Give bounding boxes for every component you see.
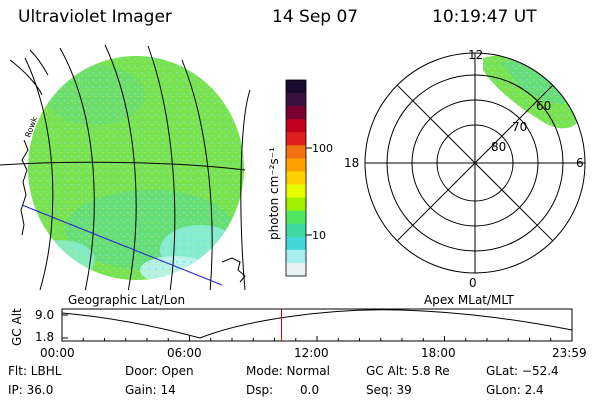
altitude-ylabel: GC Alt bbox=[10, 308, 24, 346]
mlt-label-6: 6 bbox=[576, 156, 584, 170]
ip-status: IP: 36.0 bbox=[8, 383, 54, 397]
mlt-label-0: 0 bbox=[469, 276, 477, 290]
color-bar-segment bbox=[286, 132, 306, 146]
color-bar-segment bbox=[286, 210, 306, 225]
right-panel-caption: Apex MLat/MLT bbox=[424, 293, 514, 307]
observation-date: 14 Sep 07 bbox=[272, 7, 359, 27]
color-bar-label-100: 100 bbox=[312, 142, 333, 155]
altitude-ytick-1-8: 1.8 bbox=[35, 330, 54, 344]
uv-image-disk bbox=[28, 56, 244, 280]
left-panel-caption: Geographic Lat/Lon bbox=[68, 293, 186, 307]
glat-status: GLat: −52.4 bbox=[486, 364, 559, 378]
color-bar-segment bbox=[286, 106, 306, 120]
gain-status: Gain: 14 bbox=[125, 383, 176, 397]
instrument-title: Ultraviolet Imager bbox=[18, 7, 172, 27]
gc-alt-status: GC Alt: 5.8 Re bbox=[366, 364, 450, 378]
dsp-value: 0.0 bbox=[300, 383, 320, 397]
glon-status: GLon: 2.4 bbox=[486, 383, 544, 397]
color-bar bbox=[286, 80, 306, 277]
color-bar-segment bbox=[286, 184, 306, 199]
color-bar-unit: photon cm⁻²s⁻¹ bbox=[267, 147, 281, 240]
altitude-ytick-9: 9.0 bbox=[35, 308, 54, 322]
color-bar-segment bbox=[286, 171, 306, 186]
observation-time: 10:19:47 UT bbox=[432, 7, 537, 27]
color-bar-segment bbox=[286, 158, 306, 172]
dsp-label: Dsp: bbox=[246, 383, 274, 397]
coastline bbox=[20, 139, 246, 283]
mlt-label-18: 18 bbox=[344, 156, 359, 170]
color-bar-segment bbox=[286, 80, 306, 94]
color-bar-segment bbox=[286, 249, 306, 264]
color-bar-segment bbox=[286, 119, 306, 133]
color-bar-segment bbox=[286, 93, 306, 107]
color-bar-frame bbox=[285, 79, 307, 277]
altitude-xtick-0600: 06:00 bbox=[167, 346, 202, 360]
altitude-xtick-2359: 23:59 bbox=[552, 346, 587, 360]
altitude-plot bbox=[61, 308, 573, 342]
color-bar-segment bbox=[286, 197, 306, 212]
filter-status: Flt: LBHL bbox=[8, 364, 62, 378]
color-bar-segment bbox=[286, 223, 306, 238]
satellite-track-line bbox=[21, 204, 223, 286]
polar-plot: 12 18 6 0 60 70 80 bbox=[344, 48, 586, 290]
color-bar-segment bbox=[286, 262, 306, 277]
geographic-grid bbox=[0, 44, 251, 290]
altitude-xtick-0000: 00:00 bbox=[40, 346, 75, 360]
seq-status: Seq: 39 bbox=[366, 383, 412, 397]
mlat-label-80: 80 bbox=[491, 140, 506, 154]
mode-status: Mode: Normal bbox=[246, 364, 330, 378]
altitude-curve bbox=[61, 309, 573, 339]
color-bar-label-10: 10 bbox=[312, 229, 326, 242]
mlat-label-60: 60 bbox=[536, 99, 551, 113]
mlat-label-70: 70 bbox=[512, 120, 527, 134]
color-bar-segment bbox=[286, 236, 306, 251]
door-status: Door: Open bbox=[125, 364, 194, 378]
mlt-label-12: 12 bbox=[468, 48, 483, 62]
altitude-xtick-1800: 18:00 bbox=[421, 346, 456, 360]
altitude-xtick-1200: 12:00 bbox=[294, 346, 329, 360]
color-bar-segment bbox=[286, 145, 306, 159]
